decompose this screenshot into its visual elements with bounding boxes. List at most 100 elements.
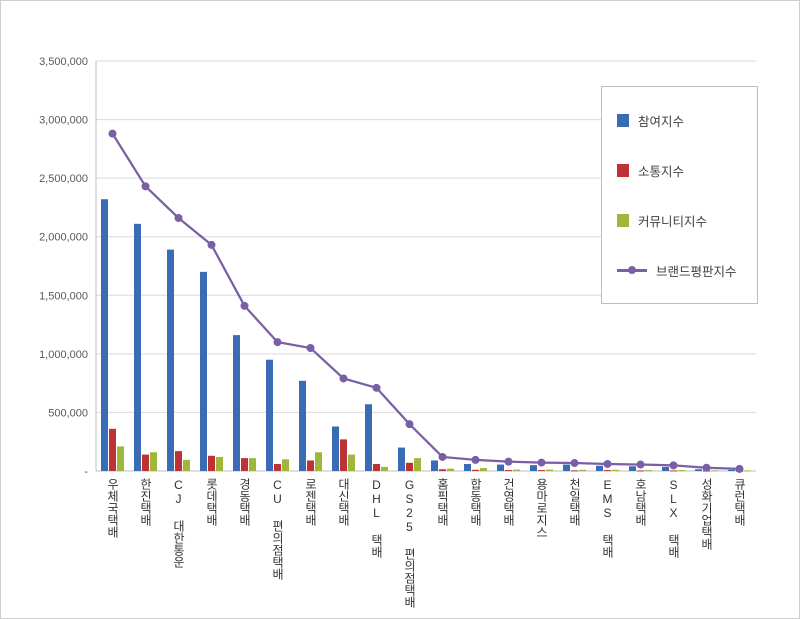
- bar-참여지수: [200, 271, 207, 471]
- brand-reputation-line: [111, 133, 740, 471]
- bar-참여지수: [398, 447, 405, 471]
- brand-reputation-marker: [141, 182, 150, 191]
- bar-참여지수: [299, 380, 306, 471]
- bar-참여지수: [167, 249, 174, 471]
- bar-소통지수: [208, 455, 215, 471]
- bar-참여지수: [101, 199, 108, 471]
- brand-reputation-marker: [108, 129, 117, 138]
- y-axis-label: 1,000,000: [39, 349, 88, 361]
- legend-item-participation-index: 참여지수: [617, 111, 751, 130]
- legend: 참여지수 소통지수 커뮤니티지수 브랜드평판지수: [601, 86, 758, 304]
- bar-소통지수: [604, 470, 611, 472]
- brand-reputation-marker: [207, 240, 216, 249]
- bar-커뮤니티지수: [447, 468, 454, 471]
- bar-커뮤니티지수: [249, 458, 256, 471]
- bar-소통지수: [637, 470, 644, 472]
- bar-참여지수: [662, 466, 669, 471]
- bar-참여지수: [233, 335, 240, 471]
- bar-소통지수: [109, 428, 116, 471]
- bar-커뮤니티지수: [381, 466, 388, 471]
- bar-참여지수: [728, 469, 735, 471]
- brand-reputation-marker: [669, 461, 678, 470]
- bar-참여지수: [629, 466, 636, 471]
- brand-reputation-marker: [504, 457, 513, 466]
- brand-reputation-marker: [273, 338, 282, 347]
- bar-소통지수: [307, 460, 314, 471]
- brand-reputation-marker: [636, 460, 645, 469]
- brand-reputation-marker: [438, 452, 447, 461]
- legend-label: 참여지수: [638, 114, 685, 129]
- blue-square-swatch-icon: [617, 113, 629, 127]
- brand-reputation-marker: [702, 463, 711, 472]
- y-axis-label: 3,000,000: [39, 115, 88, 127]
- bar-참여지수: [431, 460, 438, 471]
- bar-소통지수: [241, 458, 248, 471]
- bar-커뮤니티지수: [513, 469, 520, 471]
- bar-참여지수: [563, 464, 570, 471]
- bar-커뮤니티지수: [678, 470, 685, 472]
- bar-소통지수: [505, 470, 512, 472]
- y-axis-label: 500,000: [48, 407, 88, 419]
- bar-커뮤니티지수: [645, 470, 652, 472]
- brand-reputation-marker: [471, 455, 480, 464]
- bar-소통지수: [142, 454, 149, 471]
- bar-참여지수: [266, 359, 273, 471]
- legend-label: 소통지수: [638, 164, 685, 179]
- legend-label: 커뮤니티지수: [638, 214, 708, 229]
- bar-커뮤니티지수: [546, 469, 553, 471]
- legend-item-brand-reputation-index: 브랜드평판지수: [617, 261, 751, 280]
- bar-소통지수: [274, 463, 281, 471]
- bar-소통지수: [406, 462, 413, 471]
- brand-reputation-marker: [372, 383, 381, 392]
- brand-reputation-marker: [240, 301, 249, 310]
- legend-item-communication-index: 소통지수: [617, 161, 751, 180]
- brand-reputation-marker: [405, 420, 414, 429]
- brand-reputation-marker: [174, 213, 183, 222]
- y-axis-label: 2,500,000: [39, 173, 88, 185]
- bar-소통지수: [571, 470, 578, 472]
- bar-소통지수: [538, 470, 545, 472]
- bar-커뮤니티지수: [282, 459, 289, 471]
- y-axis-label: -: [84, 466, 88, 478]
- brand-reputation-marker: [537, 458, 546, 467]
- bar-커뮤니티지수: [414, 458, 421, 471]
- bar-소통지수: [472, 469, 479, 471]
- bar-참여지수: [365, 404, 372, 471]
- brand-reputation-marker: [603, 459, 612, 468]
- bar-커뮤니티지수: [216, 456, 223, 471]
- bar-참여지수: [134, 223, 141, 471]
- brand-reputation-marker: [570, 459, 579, 468]
- brand-reputation-marker: [735, 464, 744, 473]
- legend-label: 브랜드평판지수: [656, 264, 737, 279]
- purple-line-swatch-icon: [617, 265, 647, 274]
- bar-참여지수: [695, 469, 702, 471]
- bar-커뮤니티지수: [315, 452, 322, 471]
- bar-참여지수: [596, 465, 603, 471]
- bar-커뮤니티지수: [612, 469, 619, 471]
- bar-커뮤니티지수: [711, 470, 718, 472]
- bar-커뮤니티지수: [480, 468, 487, 471]
- bar-참여지수: [530, 465, 537, 471]
- purple-line-marker-icon: [628, 265, 636, 274]
- y-axis-label: 3,500,000: [39, 56, 88, 68]
- brand-reputation-marker: [306, 344, 315, 352]
- brand-reputation-marker: [339, 374, 348, 383]
- bar-참여지수: [332, 426, 339, 471]
- bar-참여지수: [497, 464, 504, 471]
- green-square-swatch-icon: [617, 213, 629, 227]
- bar-커뮤니티지수: [348, 454, 355, 471]
- bar-커뮤니티지수: [150, 452, 157, 471]
- y-axis-label: 2,000,000: [39, 232, 88, 244]
- red-square-swatch-icon: [617, 163, 629, 177]
- bar-커뮤니티지수: [579, 469, 586, 471]
- bar-소통지수: [373, 463, 380, 471]
- bar-참여지수: [464, 463, 471, 471]
- y-axis-label: 1,500,000: [39, 290, 88, 302]
- bar-소통지수: [670, 470, 677, 472]
- bar-커뮤니티지수: [183, 459, 190, 471]
- legend-item-community-index: 커뮤니티지수: [617, 211, 751, 230]
- bar-커뮤니티지수: [117, 446, 124, 471]
- bar-커뮤니티지수: [744, 470, 751, 472]
